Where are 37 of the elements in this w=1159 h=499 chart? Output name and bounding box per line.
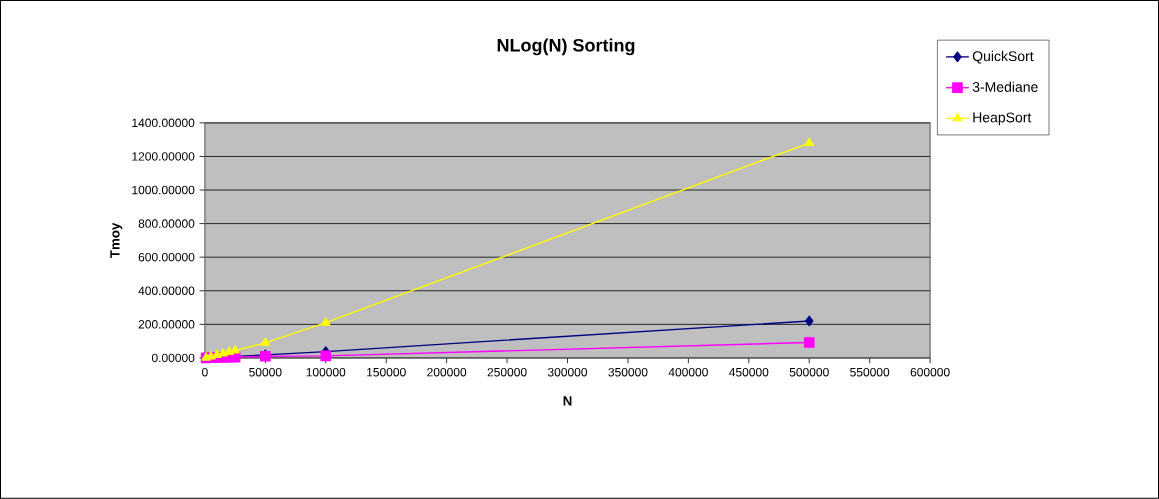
x-tick-label: 0	[202, 368, 208, 377]
x-tick-label: 350000	[608, 368, 648, 377]
point	[804, 137, 814, 147]
y-tick-label: 200.00000	[138, 320, 195, 329]
x-tick-label: 500000	[789, 368, 829, 377]
point	[320, 350, 332, 362]
y-tick-label: 600.00000	[138, 253, 195, 262]
chart-title: NLog(N) Sorting	[497, 38, 635, 56]
y-tick-label: 800.00000	[138, 219, 195, 228]
x-tick-label: 300000	[547, 368, 588, 377]
legend-label: HeapSort	[973, 112, 1032, 126]
y-tick-label: 400.00000	[138, 286, 195, 296]
x-tick-label: 450000	[729, 368, 769, 377]
y-tick-label: 1000.00000	[132, 185, 195, 195]
y-tick-label: 1400.00000	[132, 118, 195, 128]
point	[218, 348, 228, 357]
x-tick-label: 600000	[910, 368, 950, 377]
x-tick-label: 550000	[850, 368, 890, 377]
point	[260, 337, 271, 346]
point	[224, 346, 234, 356]
point	[805, 315, 814, 327]
point	[212, 349, 222, 359]
legend-label: QuickSort	[972, 50, 1034, 64]
point	[230, 345, 240, 354]
y-tick-label: 0.00000	[151, 353, 195, 363]
x-tick-label: 250000	[487, 368, 527, 377]
x-tick-label: 100000	[306, 368, 346, 377]
point	[803, 337, 815, 348]
x-tick-label: 400000	[668, 368, 708, 377]
x-tick-label: 200000	[427, 368, 467, 377]
y-axis-title: Tmoy	[110, 222, 123, 259]
y-tick-label: 1200.00000	[132, 152, 195, 161]
x-tick-label: 150000	[367, 368, 406, 377]
point	[321, 317, 331, 326]
legend-label: 3-Mediane	[972, 81, 1038, 93]
x-axis-title: N	[563, 396, 572, 406]
x-tick-label: 50000	[249, 368, 282, 377]
